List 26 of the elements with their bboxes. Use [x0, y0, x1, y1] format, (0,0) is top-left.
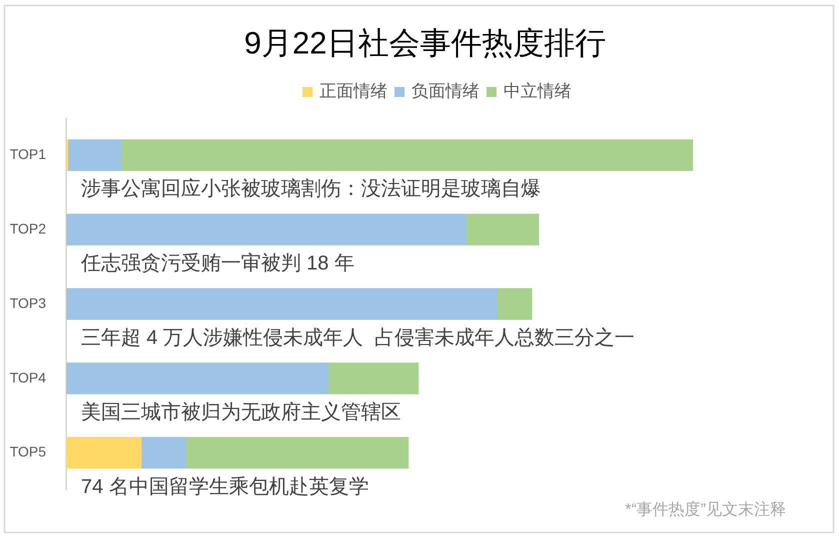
text: *“事件热度”见文末注释: [625, 500, 786, 518]
bar: [66, 436, 142, 469]
annotation: 任志强贪污受贿一审被判 18 年: [80, 252, 354, 275]
y-tick-label: TOP4: [10, 369, 46, 386]
annotation: 美国三城市被归为无政府主义管辖区: [81, 400, 401, 424]
annotation: 74 名中国留学生乘包机赴英复学: [81, 476, 369, 498]
bar: [66, 214, 466, 246]
y-tick-label: TOP2: [10, 220, 46, 236]
bar: [68, 139, 122, 172]
bar: [140, 436, 186, 469]
legend-label: 负面情绪: [412, 82, 480, 101]
legend-label: 正面情绪: [320, 82, 388, 101]
bar: [328, 362, 419, 394]
bar: [466, 214, 540, 246]
y-tick-label: TOP3: [10, 294, 46, 311]
bar: [185, 436, 409, 469]
bar: [496, 288, 532, 320]
chart-title: 9月22日社会事件热度排行: [244, 26, 606, 61]
legend-label: 中立情绪: [504, 82, 572, 101]
y-tick-label: TOP5: [10, 444, 46, 460]
y-tick-label: TOP1: [10, 146, 46, 162]
bar: [66, 362, 328, 394]
bar: [120, 139, 693, 172]
annotation: 涉事公寓回应小张被玻璃割伤：没法证明是玻璃自爆: [81, 178, 541, 200]
bar: [66, 288, 498, 320]
annotation: 三年超 4 万人涉嫌性侵未成年人 占侵害未成年人总数三分之一: [81, 326, 634, 350]
